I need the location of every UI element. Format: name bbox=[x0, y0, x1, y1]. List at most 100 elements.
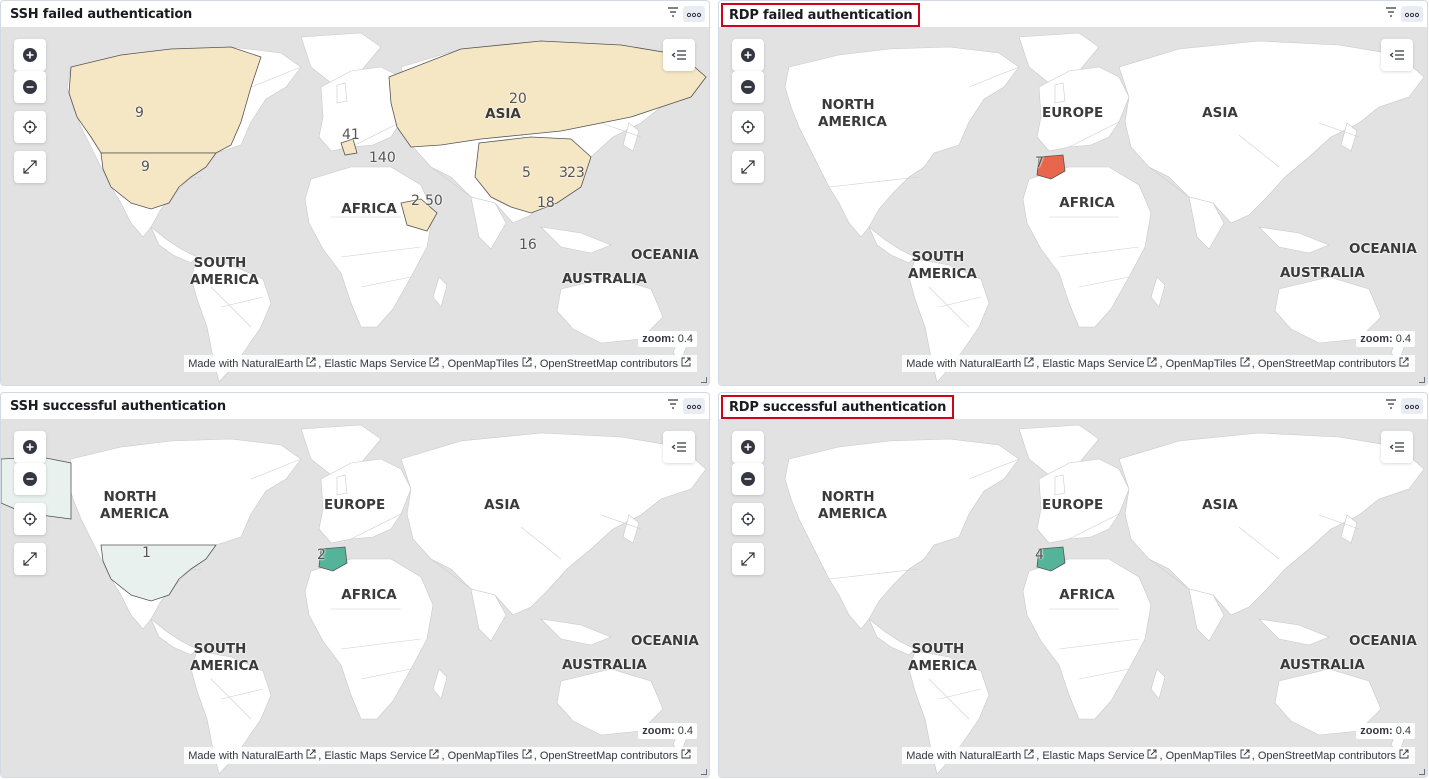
country-border bbox=[600, 122, 642, 138]
ellipsis-icon[interactable] bbox=[683, 398, 705, 414]
locate-button[interactable] bbox=[732, 111, 764, 143]
panel-resize-handle[interactable] bbox=[1419, 769, 1425, 775]
attribution-link[interactable]: Elastic Maps Service bbox=[324, 358, 427, 370]
attribution-link[interactable]: OpenMapTiles bbox=[1165, 358, 1237, 370]
attribution-link[interactable]: OpenStreetMap contributors bbox=[1257, 358, 1396, 370]
zoom-readout: zoom: 0.4 bbox=[1356, 331, 1415, 347]
country-russia[interactable] bbox=[388, 40, 707, 148]
expand-icon bbox=[23, 552, 37, 566]
land-mass bbox=[1258, 618, 1330, 646]
crosshair-icon bbox=[741, 120, 755, 134]
country-border bbox=[210, 286, 252, 328]
locate-button[interactable] bbox=[14, 111, 46, 143]
land-mass bbox=[1188, 196, 1225, 250]
attribution-link[interactable]: Made with NaturalEarth bbox=[188, 358, 304, 370]
zoom-out-button[interactable] bbox=[732, 71, 764, 103]
world-map-canvas[interactable] bbox=[719, 27, 1427, 385]
attribution-link[interactable]: OpenMapTiles bbox=[447, 750, 519, 762]
ellipsis-icon[interactable] bbox=[1401, 6, 1423, 22]
country-border bbox=[1238, 134, 1280, 168]
map-rdp-failed[interactable]: NORTH AMERICA EUROPE ASIA AFRICA SOUTH AMERI… bbox=[719, 27, 1427, 385]
fullscreen-button[interactable] bbox=[732, 543, 764, 575]
country-canada[interactable] bbox=[68, 46, 262, 154]
fullscreen-button[interactable] bbox=[14, 151, 46, 183]
attribution-link[interactable]: OpenStreetMap contributors bbox=[1257, 750, 1396, 762]
region-label: OCEANIA bbox=[1349, 633, 1417, 649]
attribution-link[interactable]: Elastic Maps Service bbox=[1042, 358, 1145, 370]
panel-resize-handle[interactable] bbox=[701, 377, 707, 383]
map-ssh-failed[interactable]: AFRICA SOUTH AMERICA OCEANIA AUSTRALIA ASIA 9… bbox=[1, 27, 709, 385]
country-border bbox=[828, 176, 920, 188]
external-link-icon bbox=[429, 749, 439, 762]
ellipsis-icon[interactable] bbox=[683, 6, 705, 22]
legend-toggle-button[interactable] bbox=[1381, 39, 1413, 71]
land-mass bbox=[622, 122, 640, 152]
attribution-link[interactable]: OpenStreetMap contributors bbox=[539, 750, 678, 762]
legend-toggle-button[interactable] bbox=[663, 431, 695, 463]
land-mass bbox=[868, 618, 916, 656]
legend-toggle-icon bbox=[671, 50, 686, 60]
zoom-out-button[interactable] bbox=[14, 71, 46, 103]
region-label: AFRICA bbox=[1059, 195, 1115, 211]
world-map-canvas[interactable] bbox=[719, 419, 1427, 777]
land-mass bbox=[1118, 40, 1425, 224]
country-france[interactable] bbox=[340, 138, 358, 156]
legend-toggle-button[interactable] bbox=[663, 39, 695, 71]
land-mass bbox=[540, 226, 612, 254]
zoom-in-button[interactable] bbox=[14, 431, 46, 463]
country-spain[interactable] bbox=[318, 546, 348, 572]
region-label: NORTH AMERICA bbox=[818, 489, 887, 522]
attribution-link[interactable]: OpenStreetMap contributors bbox=[539, 358, 678, 370]
external-link-icon bbox=[1399, 357, 1409, 370]
land-mass bbox=[1340, 514, 1358, 544]
zoom-out-button[interactable] bbox=[732, 463, 764, 495]
world-map-canvas[interactable] bbox=[1, 419, 709, 777]
legend-toggle-button[interactable] bbox=[1381, 431, 1413, 463]
country-spain[interactable] bbox=[1036, 546, 1066, 572]
filter-icon[interactable] bbox=[1383, 6, 1399, 22]
country-usa[interactable] bbox=[100, 152, 217, 210]
filter-icon[interactable] bbox=[665, 6, 681, 22]
region-label: EUROPE bbox=[324, 497, 386, 513]
external-link-icon bbox=[1147, 357, 1157, 370]
zoom-in-button[interactable] bbox=[732, 431, 764, 463]
country-count-label: 2 bbox=[317, 547, 326, 563]
fullscreen-button[interactable] bbox=[732, 151, 764, 183]
panel-title: RDP successful authentication bbox=[721, 395, 955, 419]
attribution-link[interactable]: Made with NaturalEarth bbox=[906, 358, 1022, 370]
attribution-link[interactable]: Elastic Maps Service bbox=[1042, 750, 1145, 762]
country-border bbox=[430, 166, 472, 198]
attribution-link[interactable]: OpenMapTiles bbox=[447, 358, 519, 370]
panel-resize-handle[interactable] bbox=[1419, 377, 1425, 383]
land-mass bbox=[304, 166, 434, 328]
region-label: EUROPE bbox=[1042, 497, 1104, 513]
country-saudi-arabia[interactable] bbox=[400, 198, 438, 232]
filter-icon[interactable] bbox=[1383, 398, 1399, 414]
country-border bbox=[1148, 166, 1190, 198]
zoom-out-button[interactable] bbox=[14, 463, 46, 495]
attribution-link[interactable]: Made with NaturalEarth bbox=[906, 750, 1022, 762]
attribution-link[interactable]: Elastic Maps Service bbox=[324, 750, 427, 762]
map-rdp-successful[interactable]: NORTH AMERICA EUROPE ASIA AFRICA SOUTH AMERI… bbox=[719, 419, 1427, 777]
zoom-value: 0.4 bbox=[677, 333, 693, 345]
map-ssh-successful[interactable]: NORTH AMERICA EUROPE ASIA AFRICA SOUTH AMERI… bbox=[1, 419, 709, 777]
zoom-value: 0.4 bbox=[1395, 725, 1411, 737]
zoom-in-button[interactable] bbox=[732, 39, 764, 71]
country-china[interactable] bbox=[474, 136, 592, 214]
country-usa[interactable] bbox=[100, 544, 217, 602]
filter-icon[interactable] bbox=[665, 398, 681, 414]
locate-button[interactable] bbox=[732, 503, 764, 535]
ellipsis-icon[interactable] bbox=[1401, 398, 1423, 414]
map-attribution: Made with NaturalEarth, Elastic Maps Ser… bbox=[902, 747, 1415, 764]
land-mass bbox=[1054, 82, 1066, 104]
panel-resize-handle[interactable] bbox=[701, 769, 707, 775]
locate-button[interactable] bbox=[14, 503, 46, 535]
fullscreen-button[interactable] bbox=[14, 543, 46, 575]
country-spain[interactable] bbox=[1036, 154, 1066, 180]
world-map-canvas[interactable] bbox=[1, 27, 709, 385]
attribution-link[interactable]: OpenMapTiles bbox=[1165, 750, 1237, 762]
crosshair-icon bbox=[23, 120, 37, 134]
zoom-in-button[interactable] bbox=[14, 39, 46, 71]
attribution-link[interactable]: Made with NaturalEarth bbox=[188, 750, 304, 762]
